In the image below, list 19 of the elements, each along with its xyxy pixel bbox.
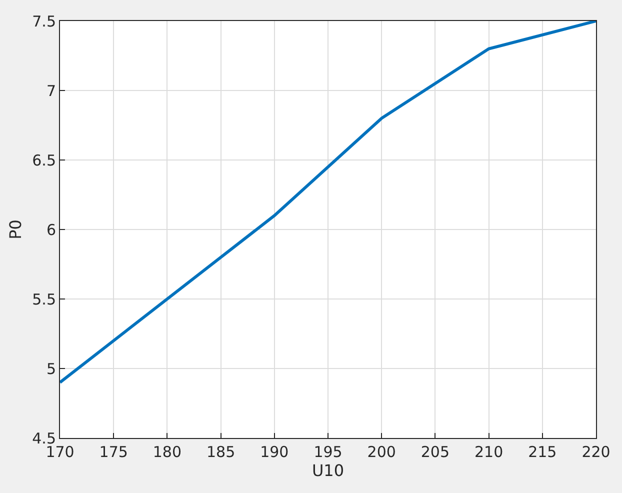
x-tick-label: 175 bbox=[99, 443, 128, 461]
line-series bbox=[60, 21, 596, 384]
x-axis-title: U10 bbox=[312, 461, 344, 480]
y-tick-label: 5.5 bbox=[32, 290, 56, 308]
x-tick-label: 185 bbox=[206, 443, 236, 461]
y-tick-label: 6.5 bbox=[32, 151, 56, 170]
x-tick-label: 195 bbox=[314, 443, 342, 461]
y-tick-label: 7 bbox=[46, 82, 56, 100]
y-axis-title: P0 bbox=[6, 220, 26, 240]
x-tick-label: 215 bbox=[528, 443, 557, 461]
x-tick-label: 210 bbox=[474, 443, 504, 461]
x-tick-label: 220 bbox=[582, 443, 610, 461]
x-tick-label: 190 bbox=[260, 443, 289, 461]
y-tick-label: 6 bbox=[46, 220, 56, 239]
y-tick-label: 7.5 bbox=[32, 12, 56, 30]
y-tick-label: 5 bbox=[46, 360, 56, 378]
x-tick-label: 205 bbox=[420, 443, 450, 461]
x-tick-label: 180 bbox=[152, 443, 182, 461]
x-tick-label: 200 bbox=[367, 443, 396, 461]
